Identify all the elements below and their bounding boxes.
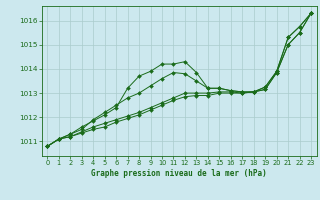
X-axis label: Graphe pression niveau de la mer (hPa): Graphe pression niveau de la mer (hPa) <box>91 169 267 178</box>
